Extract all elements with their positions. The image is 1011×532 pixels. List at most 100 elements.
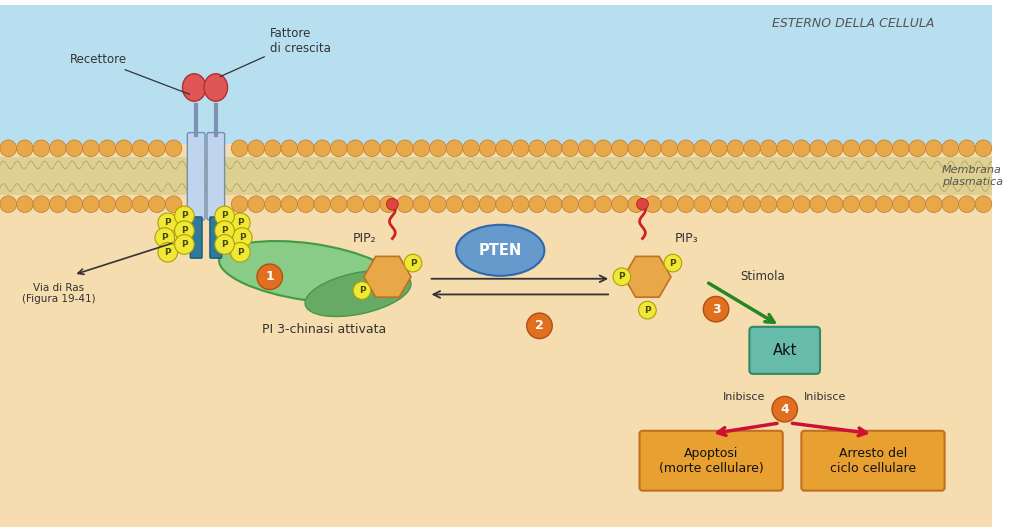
- Circle shape: [413, 140, 430, 156]
- Text: P: P: [359, 286, 365, 295]
- Circle shape: [612, 196, 628, 213]
- Circle shape: [562, 196, 578, 213]
- Circle shape: [132, 140, 149, 156]
- Circle shape: [578, 140, 595, 156]
- Circle shape: [149, 196, 166, 213]
- Circle shape: [776, 196, 794, 213]
- Circle shape: [214, 221, 235, 240]
- Circle shape: [99, 196, 116, 213]
- Text: ESTERNO DELLA CELLULA: ESTERNO DELLA CELLULA: [772, 17, 934, 30]
- Circle shape: [233, 228, 252, 247]
- Circle shape: [639, 301, 656, 319]
- Circle shape: [876, 140, 893, 156]
- Circle shape: [364, 140, 380, 156]
- Ellipse shape: [182, 74, 206, 101]
- Circle shape: [695, 196, 711, 213]
- Text: Stimola: Stimola: [741, 270, 786, 283]
- Circle shape: [664, 254, 681, 272]
- Circle shape: [16, 196, 33, 213]
- Circle shape: [248, 196, 265, 213]
- Circle shape: [772, 396, 798, 422]
- Circle shape: [0, 196, 16, 213]
- Circle shape: [347, 196, 364, 213]
- Circle shape: [149, 140, 166, 156]
- Text: Arresto del
ciclo cellulare: Arresto del ciclo cellulare: [830, 447, 916, 475]
- Circle shape: [810, 196, 826, 213]
- Text: Inibisce: Inibisce: [723, 393, 765, 402]
- Text: P: P: [409, 259, 417, 268]
- Circle shape: [677, 196, 695, 213]
- Text: PTEN: PTEN: [478, 243, 522, 258]
- Circle shape: [529, 140, 546, 156]
- Text: P: P: [239, 233, 246, 242]
- Circle shape: [612, 140, 628, 156]
- Circle shape: [264, 140, 281, 156]
- Circle shape: [248, 140, 265, 156]
- Circle shape: [331, 140, 347, 156]
- Circle shape: [975, 140, 992, 156]
- Circle shape: [231, 243, 250, 262]
- Text: 2: 2: [535, 319, 544, 332]
- Circle shape: [893, 196, 909, 213]
- Circle shape: [704, 296, 729, 322]
- Circle shape: [281, 196, 297, 213]
- Text: P: P: [237, 248, 244, 257]
- Text: PIP₂: PIP₂: [353, 232, 377, 245]
- Text: P: P: [165, 248, 171, 257]
- Circle shape: [661, 196, 677, 213]
- Text: P: P: [165, 218, 171, 227]
- Circle shape: [794, 196, 810, 213]
- Circle shape: [975, 196, 992, 213]
- Text: P: P: [221, 240, 227, 249]
- Text: P: P: [221, 226, 227, 235]
- FancyBboxPatch shape: [207, 132, 224, 220]
- Circle shape: [0, 140, 16, 156]
- Circle shape: [446, 140, 463, 156]
- Circle shape: [594, 140, 612, 156]
- Circle shape: [744, 140, 760, 156]
- Circle shape: [645, 140, 661, 156]
- Text: Membrana
plasmatica: Membrana plasmatica: [941, 165, 1003, 187]
- Circle shape: [744, 196, 760, 213]
- Text: 1: 1: [265, 270, 274, 283]
- Bar: [0, 5, 992, 144]
- Circle shape: [958, 140, 976, 156]
- Circle shape: [158, 213, 178, 232]
- Circle shape: [396, 196, 413, 213]
- Circle shape: [562, 140, 578, 156]
- Circle shape: [479, 196, 496, 213]
- Circle shape: [794, 140, 810, 156]
- Circle shape: [695, 140, 711, 156]
- Circle shape: [214, 235, 235, 254]
- Circle shape: [386, 198, 398, 210]
- Circle shape: [155, 228, 175, 247]
- FancyBboxPatch shape: [210, 217, 221, 258]
- Circle shape: [314, 196, 331, 213]
- FancyBboxPatch shape: [802, 431, 944, 491]
- Circle shape: [909, 196, 926, 213]
- Circle shape: [380, 140, 396, 156]
- Circle shape: [33, 140, 50, 156]
- Text: Fattore
di crescita: Fattore di crescita: [220, 27, 331, 77]
- Circle shape: [495, 196, 513, 213]
- Circle shape: [165, 196, 182, 213]
- Circle shape: [893, 140, 909, 156]
- Text: P: P: [644, 306, 651, 314]
- Circle shape: [66, 140, 83, 156]
- Circle shape: [396, 140, 413, 156]
- Circle shape: [727, 140, 744, 156]
- Circle shape: [826, 196, 843, 213]
- Ellipse shape: [305, 270, 410, 317]
- Circle shape: [380, 196, 396, 213]
- Text: Apoptosi
(morte cellulare): Apoptosi (morte cellulare): [659, 447, 763, 475]
- Text: P: P: [181, 212, 188, 220]
- Circle shape: [331, 196, 347, 213]
- Circle shape: [578, 196, 595, 213]
- Circle shape: [281, 140, 297, 156]
- Circle shape: [843, 196, 859, 213]
- Text: P: P: [669, 259, 676, 268]
- Ellipse shape: [219, 241, 399, 303]
- Circle shape: [158, 243, 178, 262]
- Ellipse shape: [456, 225, 544, 276]
- Circle shape: [545, 196, 562, 213]
